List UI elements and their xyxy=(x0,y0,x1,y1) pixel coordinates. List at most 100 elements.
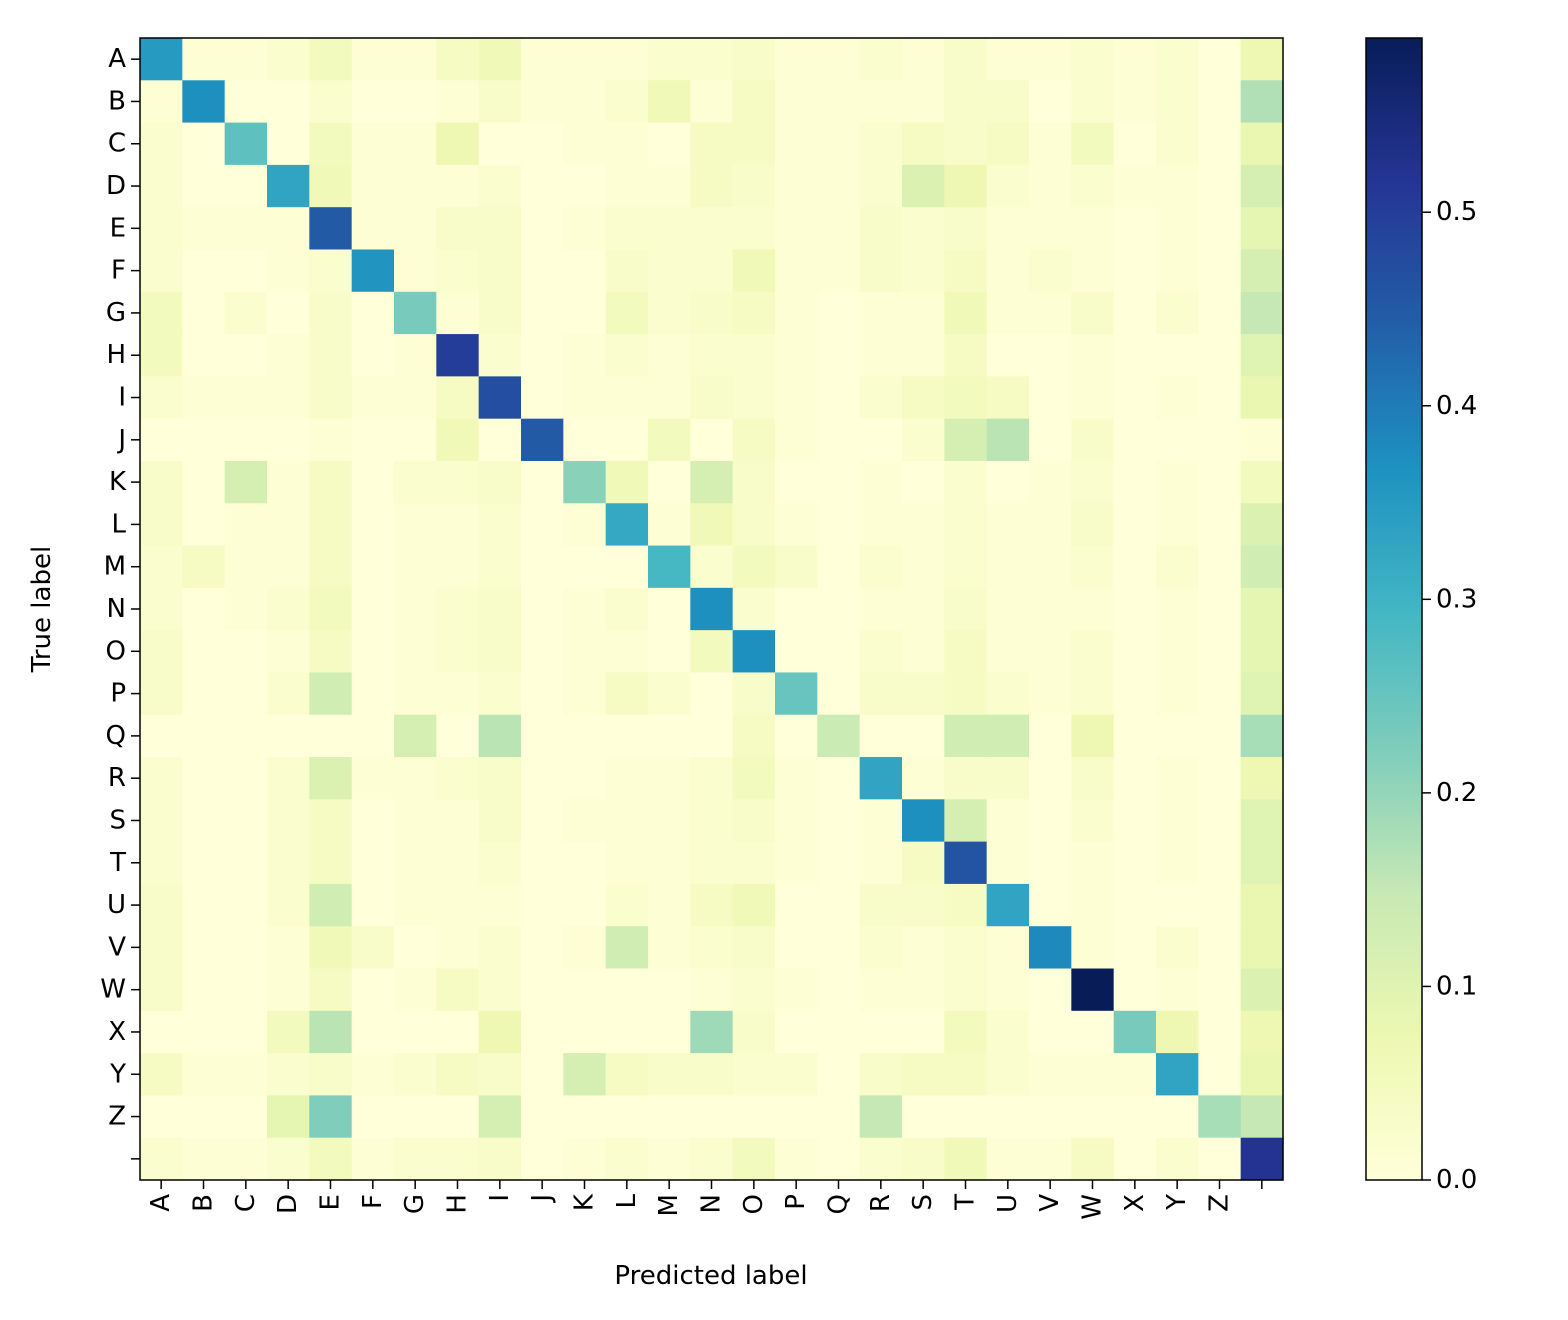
heatmap-cell xyxy=(775,926,818,970)
heatmap-cell xyxy=(351,291,395,335)
heatmap-cell xyxy=(859,714,903,758)
heatmap-cell xyxy=(1156,334,1199,377)
heatmap-cell xyxy=(394,883,437,927)
heatmap-cell xyxy=(1156,1095,1199,1139)
heatmap-cell xyxy=(1113,714,1157,758)
heatmap-cell xyxy=(817,291,861,335)
heatmap-cell xyxy=(436,207,480,251)
heatmap-cell xyxy=(394,1137,437,1181)
heatmap-cell xyxy=(1156,291,1199,335)
heatmap-cell xyxy=(394,122,437,166)
heatmap-cell xyxy=(563,460,607,504)
heatmap-cell xyxy=(224,799,268,843)
heatmap-cell xyxy=(224,503,268,547)
heatmap-cell xyxy=(1156,38,1199,81)
heatmap-cell xyxy=(1113,164,1157,208)
heatmap-cell xyxy=(436,757,480,800)
heatmap-cell xyxy=(1029,672,1072,716)
heatmap-cell xyxy=(817,799,861,843)
heatmap-cell xyxy=(436,38,480,81)
heatmap-cell xyxy=(521,672,564,716)
heatmap-cell xyxy=(1029,291,1072,335)
heatmap-cell xyxy=(1198,1095,1242,1139)
x-tick-label: M xyxy=(654,1194,684,1216)
heatmap-cell xyxy=(1156,207,1199,251)
heatmap-cell xyxy=(309,80,353,124)
heatmap-cell xyxy=(690,38,734,81)
heatmap-cell xyxy=(436,630,480,674)
heatmap-cell xyxy=(1198,122,1242,166)
heatmap-cell xyxy=(1071,1095,1115,1139)
heatmap-cell xyxy=(690,672,734,716)
y-tick-label: V xyxy=(108,932,126,962)
heatmap-cell xyxy=(1240,545,1284,589)
heatmap-cell xyxy=(605,164,649,208)
heatmap-cell xyxy=(648,714,691,758)
heatmap-cell xyxy=(267,630,310,674)
heatmap-cell xyxy=(1198,503,1242,547)
heatmap-cell xyxy=(1113,38,1157,81)
colorbar-tick-label: 0.5 xyxy=(1436,197,1477,227)
heatmap-cell xyxy=(775,122,818,166)
heatmap-cell xyxy=(394,207,437,251)
heatmap-cell xyxy=(436,376,480,420)
heatmap-cell xyxy=(351,1010,395,1054)
heatmap-cell xyxy=(267,757,310,800)
heatmap-cell xyxy=(775,80,818,124)
heatmap-cell xyxy=(478,883,522,927)
heatmap-cell xyxy=(224,1137,268,1181)
heatmap-cell xyxy=(140,1095,183,1139)
heatmap-cell xyxy=(224,334,268,377)
heatmap-cell xyxy=(1029,334,1072,377)
heatmap-cell xyxy=(817,883,861,927)
heatmap-cell xyxy=(648,1095,691,1139)
heatmap-cell xyxy=(732,968,776,1012)
heatmap-cell xyxy=(902,841,945,885)
heatmap-cell xyxy=(309,968,353,1012)
heatmap-cell xyxy=(986,1137,1030,1181)
heatmap-cell xyxy=(732,883,776,927)
heatmap-cell xyxy=(1113,799,1157,843)
heatmap-cell xyxy=(775,249,818,293)
heatmap-cell xyxy=(1240,714,1284,758)
heatmap-cell xyxy=(732,1010,776,1054)
heatmap-cell xyxy=(1029,587,1072,631)
heatmap-cell xyxy=(309,1010,353,1054)
heatmap-cell xyxy=(224,1095,268,1139)
y-tick-label: M xyxy=(104,552,126,582)
heatmap-cell xyxy=(224,460,268,504)
heatmap-cell xyxy=(944,883,988,927)
heatmap-cell xyxy=(351,38,395,81)
heatmap-cell xyxy=(140,334,183,377)
heatmap-cell xyxy=(1156,1053,1199,1097)
heatmap-cell xyxy=(140,799,183,843)
heatmap-cell xyxy=(732,545,776,589)
heatmap-cell xyxy=(436,883,480,927)
y-tick-label: Q xyxy=(106,721,126,751)
heatmap-cell xyxy=(182,1137,226,1181)
heatmap-cell xyxy=(1113,926,1157,970)
heatmap-cell xyxy=(394,1053,437,1097)
x-tick-label: U xyxy=(993,1194,1023,1213)
heatmap-cell xyxy=(775,672,818,716)
heatmap-cell xyxy=(1071,630,1115,674)
heatmap-cell xyxy=(394,545,437,589)
y-tick-label: E xyxy=(110,213,126,243)
heatmap-cell xyxy=(605,376,649,420)
heatmap-cell xyxy=(478,630,522,674)
heatmap-cell xyxy=(478,38,522,81)
heatmap-cell xyxy=(351,164,395,208)
heatmap-cell xyxy=(902,334,945,377)
heatmap-cell xyxy=(1071,1010,1115,1054)
heatmap-cell xyxy=(351,1053,395,1097)
heatmap-cell xyxy=(1156,841,1199,885)
heatmap-cell xyxy=(351,799,395,843)
heatmap-cell xyxy=(394,460,437,504)
heatmap-cell xyxy=(394,926,437,970)
heatmap-cell xyxy=(648,799,691,843)
heatmap-cell xyxy=(1156,714,1199,758)
heatmap-cell xyxy=(394,164,437,208)
heatmap-cell xyxy=(775,376,818,420)
heatmap-cell xyxy=(521,418,564,462)
